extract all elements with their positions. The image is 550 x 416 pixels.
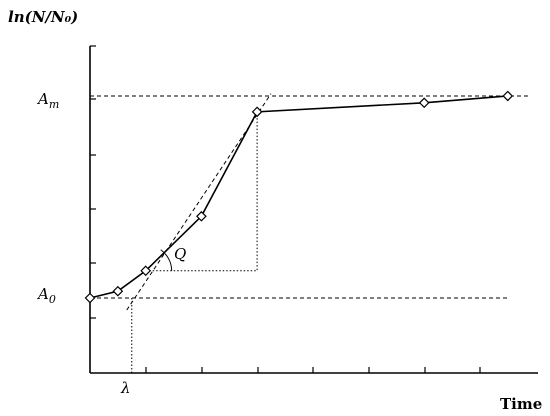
data-point-4 bbox=[251, 106, 263, 118]
y-axis-label: ln(N/N₀) bbox=[8, 8, 78, 26]
data-point-2 bbox=[140, 265, 152, 277]
a-zero-label: A0 bbox=[36, 285, 56, 306]
a-max-label: Am bbox=[36, 90, 59, 111]
series-line bbox=[89, 95, 508, 299]
data-point-0 bbox=[84, 292, 96, 304]
plot-area bbox=[84, 45, 538, 374]
data-point-3 bbox=[196, 210, 207, 222]
tangent-line bbox=[126, 93, 272, 311]
data-point-5 bbox=[418, 97, 430, 109]
data-point-1 bbox=[112, 285, 124, 297]
slope-angle-arc bbox=[160, 249, 173, 271]
data-point-6 bbox=[502, 90, 514, 102]
slope-label: Q bbox=[174, 245, 186, 263]
lag-label: λ bbox=[120, 379, 131, 397]
slope-triangle bbox=[145, 111, 258, 272]
x-axis-label: Time bbox=[500, 395, 542, 413]
